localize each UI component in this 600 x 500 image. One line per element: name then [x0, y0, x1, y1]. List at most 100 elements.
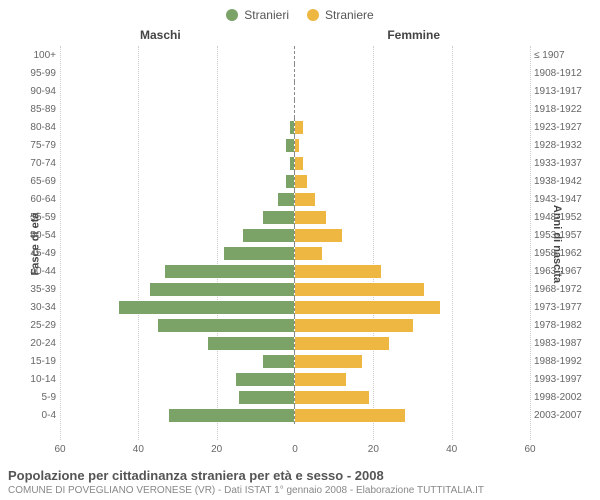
chart-footer: Popolazione per cittadinanza straniera p…	[8, 468, 484, 496]
age-label: 10-14	[20, 374, 56, 385]
male-bar	[290, 121, 294, 134]
age-row: 90-941913-1917	[60, 82, 530, 100]
birth-year-label: 1983-1987	[534, 338, 588, 349]
age-row: 55-591948-1952	[60, 208, 530, 226]
female-half	[295, 298, 530, 316]
male-half	[60, 154, 295, 172]
legend-label-female: Straniere	[325, 8, 374, 22]
age-label: 70-74	[20, 158, 56, 169]
x-tick: 40	[446, 444, 457, 455]
female-half	[295, 388, 530, 406]
x-tick: 0	[292, 444, 298, 455]
female-bar	[295, 283, 424, 296]
age-label: 55-59	[20, 212, 56, 223]
age-row: 45-491958-1962	[60, 244, 530, 262]
x-tick: 40	[133, 444, 144, 455]
male-bar	[290, 157, 294, 170]
column-title-female: Femmine	[387, 28, 440, 42]
birth-year-label: 2003-2007	[534, 410, 588, 421]
female-half	[295, 226, 530, 244]
age-row: 35-391968-1972	[60, 280, 530, 298]
female-bar	[295, 157, 303, 170]
male-half	[60, 388, 295, 406]
age-row: 95-991908-1912	[60, 64, 530, 82]
male-bar	[278, 193, 294, 206]
age-row: 20-241983-1987	[60, 334, 530, 352]
age-label: 15-19	[20, 356, 56, 367]
age-row: 60-641943-1947	[60, 190, 530, 208]
female-bar	[295, 229, 342, 242]
male-half	[60, 226, 295, 244]
male-half	[60, 244, 295, 262]
female-half	[295, 136, 530, 154]
female-bar	[295, 121, 303, 134]
x-tick: 20	[211, 444, 222, 455]
pyramid-chart: Maschi Femmine Fasce di età Anni di nasc…	[0, 24, 600, 464]
male-half	[60, 406, 295, 424]
age-row: 100+≤ 1907	[60, 46, 530, 64]
female-half	[295, 406, 530, 424]
female-bar	[295, 265, 381, 278]
male-half	[60, 136, 295, 154]
legend-swatch-male	[226, 9, 238, 21]
birth-year-label: 1998-2002	[534, 392, 588, 403]
age-label: 90-94	[20, 86, 56, 97]
male-bar	[263, 211, 294, 224]
female-half	[295, 208, 530, 226]
male-bar	[119, 301, 295, 314]
age-label: 95-99	[20, 68, 56, 79]
female-bar	[295, 193, 315, 206]
birth-year-label: 1938-1942	[534, 176, 588, 187]
male-half	[60, 64, 295, 82]
age-label: 50-54	[20, 230, 56, 241]
female-bar	[295, 247, 322, 260]
birth-year-label: 1948-1952	[534, 212, 588, 223]
age-label: 60-64	[20, 194, 56, 205]
legend: Stranieri Straniere	[0, 0, 600, 24]
age-row: 40-441963-1967	[60, 262, 530, 280]
male-half	[60, 100, 295, 118]
legend-item-female: Straniere	[307, 8, 374, 22]
age-label: 5-9	[20, 392, 56, 403]
female-half	[295, 316, 530, 334]
age-row: 50-541953-1957	[60, 226, 530, 244]
birth-year-label: ≤ 1907	[534, 50, 588, 61]
column-title-male: Maschi	[140, 28, 181, 42]
birth-year-label: 1993-1997	[534, 374, 588, 385]
age-row: 15-191988-1992	[60, 352, 530, 370]
birth-year-label: 1978-1982	[534, 320, 588, 331]
birth-year-label: 1963-1967	[534, 266, 588, 277]
female-bar	[295, 139, 299, 152]
female-bar	[295, 373, 346, 386]
x-tick: 60	[54, 444, 65, 455]
male-bar	[286, 175, 294, 188]
male-bar	[263, 355, 294, 368]
male-half	[60, 208, 295, 226]
male-half	[60, 298, 295, 316]
birth-year-label: 1913-1917	[534, 86, 588, 97]
age-row: 30-341973-1977	[60, 298, 530, 316]
age-row: 75-791928-1932	[60, 136, 530, 154]
x-axis: 6040200204060	[60, 444, 530, 458]
plot-area: 100+≤ 190795-991908-191290-941913-191785…	[60, 46, 530, 440]
x-tick: 60	[524, 444, 535, 455]
female-half	[295, 280, 530, 298]
female-half	[295, 172, 530, 190]
male-half	[60, 370, 295, 388]
age-label: 25-29	[20, 320, 56, 331]
birth-year-label: 1988-1992	[534, 356, 588, 367]
age-row: 5-91998-2002	[60, 388, 530, 406]
male-half	[60, 46, 295, 64]
age-label: 40-44	[20, 266, 56, 277]
birth-year-label: 1973-1977	[534, 302, 588, 313]
male-half	[60, 262, 295, 280]
birth-year-label: 1953-1957	[534, 230, 588, 241]
age-label: 75-79	[20, 140, 56, 151]
female-bar	[295, 355, 362, 368]
male-half	[60, 82, 295, 100]
female-bar	[295, 409, 405, 422]
female-bar	[295, 319, 413, 332]
female-bar	[295, 301, 440, 314]
legend-item-male: Stranieri	[226, 8, 289, 22]
male-bar	[243, 229, 294, 242]
